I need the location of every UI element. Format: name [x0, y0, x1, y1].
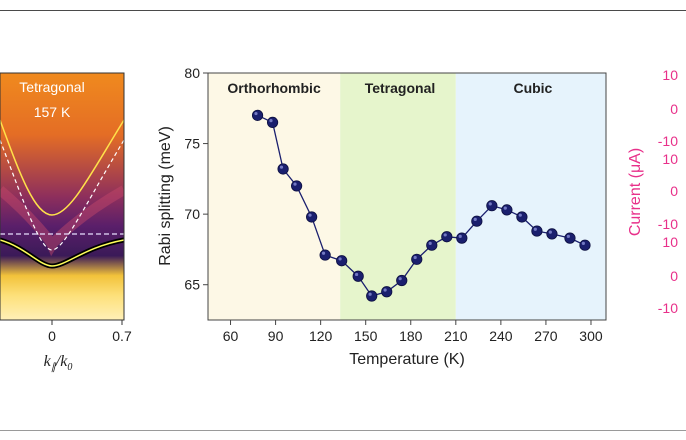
data-point-15	[471, 215, 483, 227]
lower-polariton-curve	[0, 239, 124, 267]
data-point-highlight-7	[354, 272, 359, 277]
region-2	[455, 73, 606, 320]
data-point-highlight-22	[581, 241, 585, 245]
bottom-rule	[0, 430, 686, 431]
data-point-highlight-4	[308, 213, 312, 217]
left-x-label: k∥/k0	[44, 353, 73, 373]
region-0	[208, 73, 341, 320]
y-tick-label-0: 65	[184, 277, 200, 293]
plot-frame	[207, 72, 607, 321]
x-tick-label-0: 60	[223, 328, 239, 344]
dispersion-panel: Tetragonal 157 K 0 0.7 k∥/k0	[0, 72, 132, 373]
band-glow	[0, 185, 124, 257]
current-tick-label-6: 10	[662, 234, 678, 250]
left-tick-label-1: 0.7	[112, 328, 132, 344]
upper-polariton-curve	[0, 119, 124, 216]
region-label-0: Orthorhombic	[227, 80, 321, 96]
data-point-highlight-8	[368, 292, 372, 296]
y-tick-label-3: 80	[184, 65, 200, 81]
y-tick-label-1: 70	[184, 206, 200, 222]
x-tick-label-4: 180	[399, 328, 423, 344]
top-rule	[0, 10, 686, 11]
x-axis-title: Temperature (K)	[349, 351, 465, 368]
data-point-highlight-9	[383, 288, 387, 292]
current-tick-label-5: -10	[658, 216, 678, 232]
data-point-20	[546, 228, 558, 240]
current-tick-label-2: -10	[658, 133, 678, 149]
data-point-highlight-15	[473, 217, 477, 221]
data-point-highlight-14	[458, 234, 462, 238]
data-point-highlight-21	[566, 234, 570, 238]
data-point-highlight-16	[488, 202, 492, 206]
x-tick-label-5: 210	[444, 328, 468, 344]
data-point-highlight-17	[503, 206, 507, 210]
dispersion-frame	[0, 72, 125, 321]
x-tick-label-3: 150	[354, 328, 378, 344]
y-axis-title: Rabi splitting (meV)	[157, 126, 174, 266]
data-point-9	[381, 286, 393, 298]
current-axis-title: Current (μA)	[627, 148, 644, 236]
data-point-highlight-1	[269, 119, 273, 123]
data-point-highlight-12	[428, 241, 432, 245]
data-point-highlight-11	[413, 255, 417, 260]
data-point-16	[486, 200, 498, 212]
data-point-highlight-0	[254, 111, 258, 116]
data-point-highlight-13	[443, 233, 447, 237]
x-tick-label-7: 270	[534, 328, 558, 344]
data-point-14	[456, 232, 468, 244]
data-point-2	[277, 163, 289, 175]
data-point-17	[501, 204, 513, 216]
phase-regions: Orthorhombic Tetragonal Cubic	[208, 73, 606, 320]
y-tick-label-2: 75	[184, 136, 200, 152]
data-point-21	[564, 232, 576, 244]
data-point-5	[319, 249, 331, 261]
current-tick-label-1: 0	[670, 101, 678, 117]
data-point-1	[266, 116, 279, 129]
data-points	[251, 109, 591, 302]
photon-dispersion-curve	[0, 139, 124, 251]
data-point-highlight-5	[321, 251, 326, 255]
data-point-13	[441, 231, 453, 243]
data-point-highlight-18	[518, 213, 522, 217]
x-tick-label-1: 90	[268, 328, 284, 344]
current-tick-label-3: 10	[662, 151, 678, 167]
data-point-3	[291, 180, 303, 192]
current-tick-label-8: -10	[658, 300, 678, 316]
data-point-11	[411, 253, 423, 265]
data-point-highlight-10	[398, 277, 402, 281]
data-point-22	[579, 239, 591, 251]
data-point-12	[426, 239, 438, 251]
data-point-0	[251, 109, 264, 121]
data-point-highlight-20	[548, 230, 552, 234]
current-tick-label-7: 0	[670, 268, 678, 284]
data-point-highlight-6	[338, 257, 342, 261]
data-point-highlight-19	[533, 227, 537, 231]
data-point-highlight-2	[279, 165, 284, 169]
data-point-10	[396, 274, 408, 287]
x-tick-label-6: 240	[489, 328, 513, 344]
current-axis-panel: Current (μA) 10 0 -10 10 0 -10 10 0 -10	[627, 67, 678, 316]
region-label-1: Tetragonal	[365, 80, 436, 96]
region-label-2: Cubic	[513, 80, 552, 96]
data-point-4	[306, 211, 318, 223]
x-axis: 60 90 120 150 180 210 240 270 300	[223, 320, 603, 344]
current-tick-labels: 10 0 -10 10 0 -10 10 0 -10	[658, 67, 678, 316]
data-point-7	[352, 270, 364, 282]
data-point-6	[336, 255, 348, 267]
x-tick-label-2: 120	[309, 328, 333, 344]
data-point-8	[366, 290, 378, 302]
rabi-splitting-chart: Orthorhombic Tetragonal Cubic 60 90 120 150 18…	[157, 65, 607, 368]
temperature-label: 157 K	[34, 104, 71, 120]
left-tick-label-0: 0	[48, 328, 56, 344]
data-point-19	[531, 225, 543, 237]
data-point-18	[516, 211, 528, 223]
current-tick-label-0: 10	[662, 67, 678, 83]
phase-label: Tetragonal	[19, 79, 84, 95]
dispersion-image	[0, 73, 124, 320]
x-tick-label-8: 300	[579, 328, 603, 344]
current-tick-label-4: 0	[670, 183, 678, 199]
data-point-highlight-3	[293, 182, 297, 186]
y-axis: 65 70 75 80	[184, 65, 208, 293]
